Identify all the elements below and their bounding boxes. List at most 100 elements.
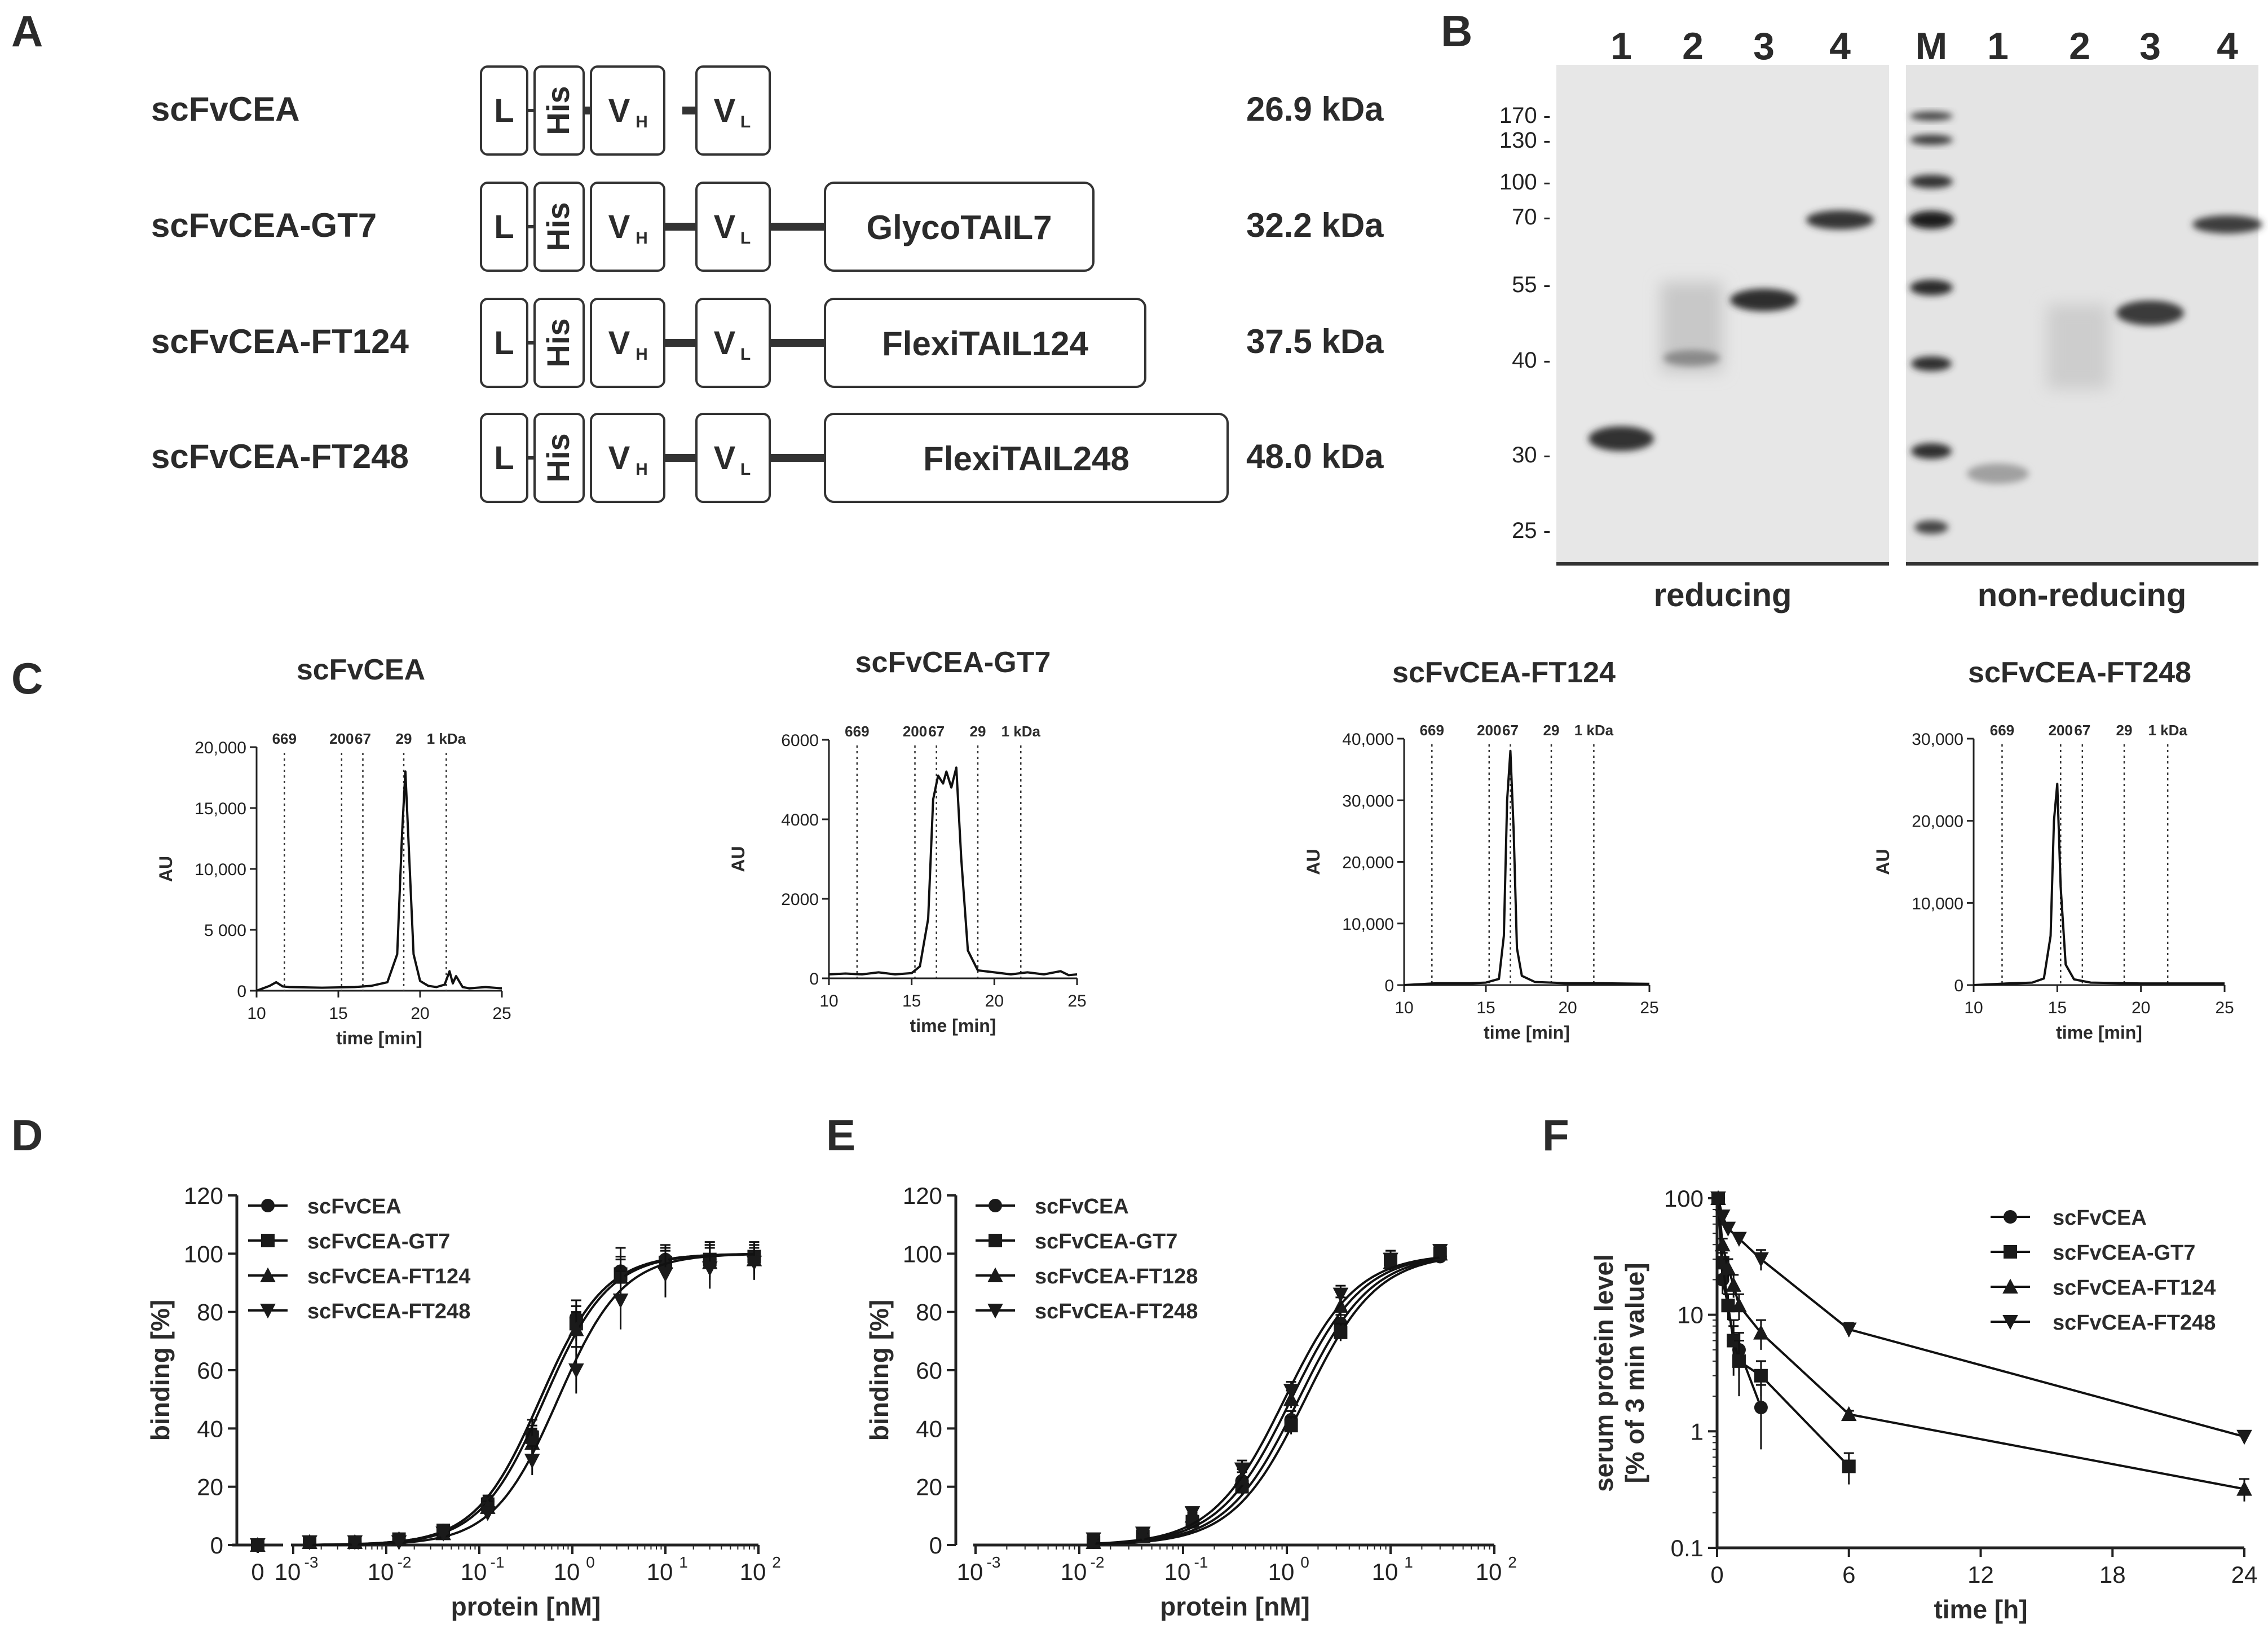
fit-curve (310, 1253, 754, 1546)
legend-label: scFvCEA-FT128 (1035, 1265, 1198, 1288)
data-point (2002, 1278, 2018, 1294)
x-tick-exponent: -1 (491, 1553, 505, 1571)
y-tick-label: 0 (929, 1532, 942, 1559)
leader-domain (480, 65, 528, 156)
y-axis-label-2: [% of 3 min value] (1620, 1263, 1649, 1483)
gel-band (1730, 289, 1798, 311)
pharmacokinetics-chart-f: 0 6 12 18 24 0.1 1 10 100 time [h] serum protein l… (1589, 1185, 2257, 1624)
y-tick-label: 1 (1691, 1418, 1704, 1445)
svg-text:V: V (714, 325, 736, 361)
gel-smear (2047, 304, 2109, 389)
x-axis-label: protein [nM] (1160, 1592, 1310, 1621)
vl-domain (695, 298, 771, 388)
y-tick-label: 20,000 (195, 739, 246, 757)
x-tick-label: 10 (740, 1559, 766, 1585)
leader-domain (480, 413, 528, 503)
y-tick-label: 120 (184, 1182, 223, 1209)
legend-label: scFvCEA-FT124 (2053, 1276, 2216, 1300)
panel-label-b: B (1441, 6, 1472, 56)
svg-text:L: L (494, 209, 514, 245)
mw-label: 30 - (1512, 443, 1551, 467)
x-axis-label: protein [nM] (451, 1592, 601, 1621)
svg-text:FlexiTAIL124: FlexiTAIL124 (882, 325, 1088, 363)
data-point (1432, 1244, 1448, 1259)
x-axis-label: time [min] (336, 1028, 422, 1048)
svg-text:H: H (636, 345, 648, 364)
data-point (701, 1261, 718, 1277)
size-marker-label: 29 (970, 723, 986, 740)
data-point (1753, 1252, 1769, 1268)
data-point (1720, 1221, 1736, 1237)
lane-label: 2 (2069, 25, 2090, 68)
data-point (989, 1199, 1002, 1212)
vh-domain (590, 182, 665, 272)
vl-domain (695, 413, 771, 503)
data-point (1283, 1384, 1299, 1399)
data-point (250, 1538, 266, 1553)
data-point (2004, 1210, 2017, 1224)
y-tick-label: 100 (903, 1241, 942, 1267)
data-point (1720, 1260, 1736, 1275)
x-tick-label: 6 (1842, 1561, 1855, 1588)
legend-label: scFvCEA-GT7 (307, 1230, 450, 1253)
y-tick-label: 10,000 (195, 860, 246, 879)
chart-title: scFvCEA-FT124 (1392, 656, 1616, 689)
x-tick-label: 18 (2099, 1561, 2126, 1588)
legend-label: scFvCEA-FT248 (307, 1300, 470, 1323)
x-axis-label: time [min] (910, 1016, 996, 1036)
x-tick-label: 25 (1067, 992, 1086, 1010)
marker-band (1910, 175, 1953, 188)
x-tick-label: 10 (957, 1559, 983, 1585)
legend-label: scFvCEA (307, 1195, 401, 1219)
gel-band (1589, 426, 1654, 451)
size-marker-label: 200 (329, 730, 354, 747)
x-tick-label: 25 (1640, 999, 1658, 1017)
x-tick-label: 20 (1558, 999, 1577, 1017)
vh-domain (590, 413, 665, 503)
chromatogram-trace (1973, 783, 2225, 986)
tail-domain (824, 182, 1095, 272)
y-tick-label: 0 (1384, 977, 1394, 995)
vl-domain (695, 182, 771, 272)
x-tick-label: 10 (554, 1559, 580, 1585)
size-marker-label: 1 kDa (1574, 722, 1614, 739)
svg-text:V: V (714, 440, 736, 476)
data-point (2236, 1481, 2252, 1496)
x-tick-label: 10 (275, 1559, 301, 1585)
construct-mass: 32.2 kDa (1246, 206, 1384, 244)
legend-label: scFvCEA-GT7 (1035, 1230, 1177, 1253)
vh-domain (590, 65, 665, 156)
x-tick-exponent: 2 (1508, 1553, 1517, 1571)
size-marker-label: 200 (1477, 722, 1501, 739)
size-marker-label: 1 kDa (1001, 723, 1041, 740)
construct-row: scFvCEA L His V H V L 26.9 kDa (151, 65, 1384, 156)
x-tick-exponent: 2 (772, 1553, 781, 1571)
y-tick-label: 60 (916, 1357, 942, 1384)
legend-label: scFvCEA-FT248 (2053, 1311, 2216, 1335)
svg-text:V: V (608, 92, 630, 129)
construct-row: scFvCEA-GT7 L His V H V L GlycoTAIL7 32.… (151, 182, 1384, 272)
data-point (1710, 1191, 1726, 1207)
data-point (2004, 1245, 2017, 1259)
mw-label: 170 - (1499, 103, 1551, 128)
lane-label: 4 (1829, 25, 1851, 68)
x-tick-label: 25 (2215, 999, 2234, 1017)
x-tick-label: 15 (2048, 999, 2067, 1017)
size-marker-label: 669 (845, 723, 869, 740)
data-point (1135, 1526, 1151, 1542)
y-axis-label: AU (728, 846, 748, 872)
panel-label-f: F (1542, 1110, 1569, 1160)
y-tick-label: 20 (197, 1474, 223, 1500)
legend-label: scFvCEA-FT124 (307, 1265, 470, 1288)
construct-name: scFvCEA-GT7 (151, 206, 377, 244)
chart-title: scFvCEA-FT248 (1968, 656, 2191, 689)
svg-text:H: H (636, 460, 648, 479)
x-tick-label: 25 (492, 1004, 511, 1023)
size-marker-label: 669 (1990, 722, 2014, 739)
data-point (1754, 1369, 1768, 1383)
data-point (1842, 1459, 1856, 1473)
construct-name: scFvCEA (151, 90, 299, 128)
data-point (746, 1255, 762, 1271)
gel-band (2116, 301, 2184, 325)
